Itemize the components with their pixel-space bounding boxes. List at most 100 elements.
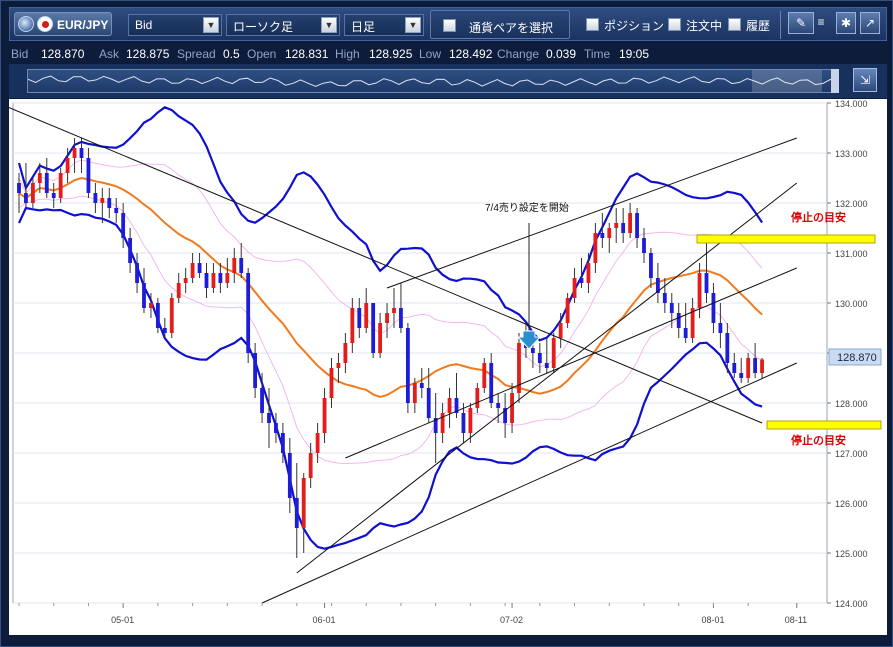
candle-body <box>496 403 501 408</box>
candle-body <box>225 273 230 283</box>
price-tick-label: 125.000 <box>835 549 868 559</box>
candle-body <box>468 408 473 433</box>
candle-body <box>378 323 383 353</box>
candle-body <box>121 213 126 238</box>
candle-body <box>399 308 403 328</box>
candle-body <box>530 348 535 353</box>
stop-lower-label: 停止の目安 <box>791 433 846 447</box>
bollinger-bands <box>17 106 764 550</box>
candle-body <box>128 238 133 263</box>
candle-body <box>447 398 452 413</box>
moving-average <box>18 176 763 399</box>
select-pair-button[interactable]: 通貨ペアを選択 <box>430 10 570 39</box>
ask-value: 128.875 <box>126 47 170 61</box>
history-checkbox[interactable] <box>728 18 741 31</box>
candle-body <box>669 303 674 313</box>
candle-body <box>107 198 112 208</box>
candle-body <box>586 263 591 283</box>
candle-body <box>405 328 410 403</box>
candle-body <box>329 368 334 398</box>
candle-body <box>51 193 56 198</box>
navigator-handle[interactable] <box>831 69 839 93</box>
candle-body <box>183 278 188 283</box>
fit-chart-icon[interactable]: ⇲ <box>853 68 877 92</box>
price-tick-label: 134.000 <box>835 99 868 109</box>
candle-body <box>44 173 49 193</box>
candle-body <box>24 193 28 203</box>
candle-body <box>426 388 431 418</box>
candle-body <box>760 359 764 373</box>
upper-bollinger-band <box>17 106 764 342</box>
stop-lower-box <box>766 420 882 430</box>
chart-style-select[interactable]: ローソク足 ▼ <box>226 14 340 36</box>
drawing-tools-icon[interactable]: ✎ <box>788 12 814 34</box>
chevron-down-icon: ▼ <box>405 17 421 33</box>
bid-value: 128.870 <box>41 47 85 61</box>
popout-icon[interactable]: ↗ <box>860 12 880 34</box>
candle-body <box>294 498 299 528</box>
candle-body <box>280 433 285 453</box>
price-tick-label: 126.000 <box>835 499 868 509</box>
navigator-window[interactable] <box>752 70 822 92</box>
annotations: 停止の目安 停止の目安 7/4売り設定を開始 <box>485 201 882 447</box>
price-tick-label: 124.000 <box>835 599 868 609</box>
candle-body <box>322 398 327 433</box>
candle-body <box>162 328 167 333</box>
candle-body <box>412 383 417 403</box>
candle-body <box>565 298 570 323</box>
grid <box>12 102 828 604</box>
candle-body <box>204 273 209 288</box>
price-tick-label: 132.000 <box>835 199 868 209</box>
candle-body <box>655 278 660 293</box>
select-pair-checkbox[interactable] <box>443 19 456 32</box>
order-checkbox[interactable] <box>668 18 681 31</box>
time-value: 19:05 <box>619 47 650 61</box>
low-value: 128.492 <box>449 47 493 61</box>
candle-body <box>454 398 459 413</box>
current-price-tag: 128.870 <box>828 348 882 366</box>
lower-band-1sigma <box>18 195 763 465</box>
candle-body <box>725 333 730 363</box>
candle-body <box>676 313 681 328</box>
candle-body <box>440 413 445 433</box>
candle-body <box>572 278 577 298</box>
candle-body <box>79 148 84 158</box>
candlestick-chart[interactable]: 134.000133.000132.000131.000130.000129.0… <box>0 99 887 635</box>
japan-flag-icon <box>37 16 53 32</box>
time-tick-label: 08-01 <box>701 615 724 625</box>
candle-body <box>690 308 695 338</box>
candle-body <box>551 338 556 368</box>
candle-body <box>621 223 626 233</box>
price-type-select[interactable]: Bid ▼ <box>128 14 222 36</box>
candle-body <box>628 213 633 233</box>
price-tick-label: 130.000 <box>835 299 868 309</box>
candle-body <box>142 283 146 308</box>
navigator-bar: ⇲ <box>9 64 887 98</box>
candle-body <box>211 273 216 288</box>
currency-pair-button[interactable]: EUR/JPY <box>14 12 112 36</box>
timeframe-select[interactable]: 日足 ▼ <box>344 14 424 36</box>
candle-body <box>544 363 549 368</box>
candle-body <box>649 253 653 278</box>
time-tick-label: 08-11 <box>785 615 807 625</box>
candle-body <box>37 173 42 183</box>
candle-body <box>489 363 494 403</box>
price-chart[interactable]: 134.000133.000132.000131.000130.000129.0… <box>0 99 887 635</box>
position-checkbox[interactable] <box>586 18 599 31</box>
chevron-down-icon: ▼ <box>321 17 337 33</box>
candle-body <box>287 453 292 498</box>
candle-body <box>364 303 369 328</box>
time-axis: 05-01 06-01 07-02 08-01 08-11 <box>18 603 807 625</box>
low-label: Low <box>419 47 442 61</box>
candle-body <box>308 453 313 478</box>
candle-body <box>718 323 723 333</box>
history-navigator[interactable] <box>27 69 839 93</box>
menu-icon[interactable]: ≡ <box>817 15 825 29</box>
candle-body <box>301 478 306 528</box>
spread-label: Spread <box>177 47 216 61</box>
gear-icon[interactable]: ✱ <box>836 12 856 34</box>
current-price-value: 128.870 <box>837 352 877 364</box>
order-label: 注文中 <box>686 19 723 33</box>
price-tick-label: 133.000 <box>835 149 868 159</box>
candle-body <box>385 313 389 323</box>
